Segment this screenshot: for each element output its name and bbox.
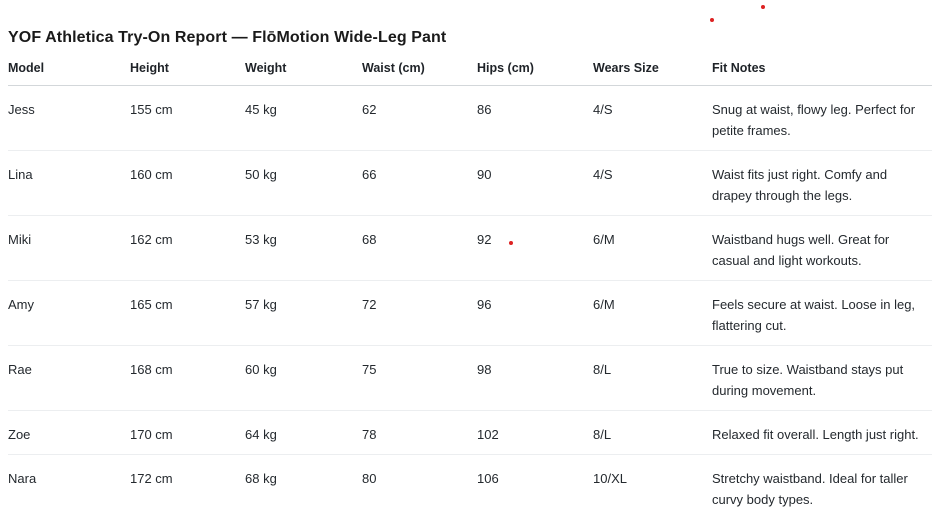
table-row: Zoe 170 cm 64 kg 78 102 8/L Relaxed fit … (8, 411, 932, 455)
cell-wears-size: 4/S (593, 86, 712, 151)
table-row: Jess 155 cm 45 kg 62 86 4/S Snug at wais… (8, 86, 932, 151)
column-header-hips: Hips (cm) (477, 51, 593, 86)
cell-hips: 96 (477, 281, 593, 346)
cell-waist: 72 (362, 281, 477, 346)
cell-waist: 80 (362, 455, 477, 519)
cell-fit-notes: Stretchy waistband. Ideal for taller cur… (712, 455, 932, 519)
table-body: Jess 155 cm 45 kg 62 86 4/S Snug at wais… (8, 86, 932, 519)
table-row: Lina 160 cm 50 kg 66 90 4/S Waist fits j… (8, 151, 932, 216)
cell-wears-size: 10/XL (593, 455, 712, 519)
red-dot-marker (509, 241, 513, 245)
cell-model: Lina (8, 151, 130, 216)
try-on-report-table: Model Height Weight Waist (cm) Hips (cm)… (8, 51, 932, 519)
cell-hips: 86 (477, 86, 593, 151)
red-dot-marker (710, 18, 714, 22)
column-header-height: Height (130, 51, 245, 86)
cell-height: 155 cm (130, 86, 245, 151)
page-title: YOF Athletica Try-On Report — FlōMotion … (8, 27, 932, 49)
cell-waist: 78 (362, 411, 477, 455)
table-row: Nara 172 cm 68 kg 80 106 10/XL Stretchy … (8, 455, 932, 519)
cell-hips: 106 (477, 455, 593, 519)
cell-wears-size: 4/S (593, 151, 712, 216)
cell-wears-size: 6/M (593, 216, 712, 281)
cell-waist: 68 (362, 216, 477, 281)
cell-height: 168 cm (130, 346, 245, 411)
cell-height: 165 cm (130, 281, 245, 346)
column-header-fit-notes: Fit Notes (712, 51, 932, 86)
cell-height: 162 cm (130, 216, 245, 281)
header-row: Model Height Weight Waist (cm) Hips (cm)… (8, 51, 932, 86)
column-header-waist: Waist (cm) (362, 51, 477, 86)
cell-fit-notes: Snug at waist, flowy leg. Perfect for pe… (712, 86, 932, 151)
cell-fit-notes: Waistband hugs well. Great for casual an… (712, 216, 932, 281)
cell-model: Nara (8, 455, 130, 519)
cell-model: Amy (8, 281, 130, 346)
cell-hips: 90 (477, 151, 593, 216)
cell-model: Zoe (8, 411, 130, 455)
cell-height: 170 cm (130, 411, 245, 455)
cell-fit-notes: Feels secure at waist. Loose in leg, fla… (712, 281, 932, 346)
table-row: Amy 165 cm 57 kg 72 96 6/M Feels secure … (8, 281, 932, 346)
column-header-weight: Weight (245, 51, 362, 86)
cell-weight: 64 kg (245, 411, 362, 455)
cell-model: Jess (8, 86, 130, 151)
cell-weight: 57 kg (245, 281, 362, 346)
table-header: Model Height Weight Waist (cm) Hips (cm)… (8, 51, 932, 86)
cell-model: Rae (8, 346, 130, 411)
cell-wears-size: 6/M (593, 281, 712, 346)
cell-fit-notes: Relaxed fit overall. Length just right. (712, 411, 932, 455)
cell-waist: 75 (362, 346, 477, 411)
cell-weight: 53 kg (245, 216, 362, 281)
cell-hips: 98 (477, 346, 593, 411)
cell-wears-size: 8/L (593, 411, 712, 455)
cell-fit-notes: Waist fits just right. Comfy and drapey … (712, 151, 932, 216)
cell-waist: 62 (362, 86, 477, 151)
cell-hips: 102 (477, 411, 593, 455)
cell-model: Miki (8, 216, 130, 281)
column-header-model: Model (8, 51, 130, 86)
cell-hips: 92 (477, 216, 593, 281)
cell-weight: 60 kg (245, 346, 362, 411)
table-row: Miki 162 cm 53 kg 68 92 6/M Waistband hu… (8, 216, 932, 281)
cell-fit-notes: True to size. Waistband stays put during… (712, 346, 932, 411)
cell-weight: 50 kg (245, 151, 362, 216)
red-dot-marker (761, 5, 765, 9)
cell-height: 172 cm (130, 455, 245, 519)
cell-wears-size: 8/L (593, 346, 712, 411)
column-header-wears-size: Wears Size (593, 51, 712, 86)
cell-waist: 66 (362, 151, 477, 216)
cell-weight: 45 kg (245, 86, 362, 151)
cell-weight: 68 kg (245, 455, 362, 519)
table-row: Rae 168 cm 60 kg 75 98 8/L True to size.… (8, 346, 932, 411)
cell-height: 160 cm (130, 151, 245, 216)
